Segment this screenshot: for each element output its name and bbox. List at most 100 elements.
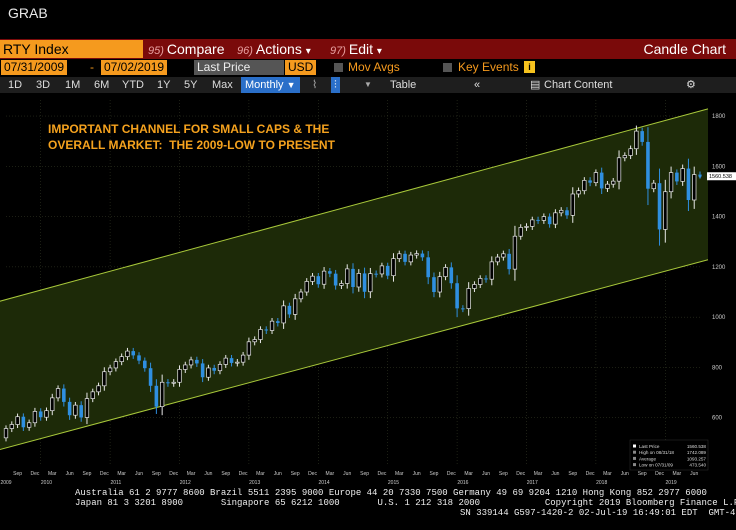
legend-swatch — [633, 463, 636, 467]
chart-content-button[interactable]: Chart Content — [544, 79, 613, 91]
legend-swatch — [633, 456, 636, 460]
period-1m[interactable]: 1M — [65, 79, 81, 91]
key-events-label: Key Events — [458, 60, 519, 74]
legend-value: 1093.257 — [687, 456, 707, 461]
candle-body — [478, 278, 483, 285]
candle-body — [640, 131, 644, 142]
candle-body — [455, 283, 459, 309]
frequency-caret-icon: ▼ — [286, 80, 296, 90]
actions-menu[interactable]: 96) Actions ▾ — [237, 40, 311, 58]
mov-avgs-checkbox[interactable] — [334, 63, 343, 72]
candle-body — [501, 253, 506, 258]
candle-body — [512, 235, 518, 270]
x-tick-label: Jun — [66, 471, 74, 477]
candle-body — [518, 227, 523, 237]
candle-body — [166, 382, 170, 384]
candle-body — [634, 130, 639, 150]
x-tick-label: Jun — [204, 471, 212, 477]
actions-label: Actions — [255, 41, 302, 57]
legend-label: High on 08/31/18 — [639, 450, 674, 455]
key-events-checkbox[interactable] — [443, 63, 452, 72]
candle-body — [50, 397, 55, 412]
x-tick-label: Sep — [499, 471, 508, 477]
candle-body — [310, 275, 315, 282]
candle-body — [553, 212, 558, 225]
currency-select[interactable]: USD — [285, 60, 317, 75]
candle-body — [212, 367, 216, 371]
candle-body — [628, 148, 633, 156]
candle-body — [576, 190, 581, 195]
x-tick-label: Mar — [673, 471, 682, 477]
candle-body — [530, 219, 535, 227]
ticker-field[interactable]: RTY Index — [0, 40, 143, 58]
candle-body — [680, 168, 685, 182]
frequency-select[interactable]: Monthly ▼ — [241, 77, 300, 93]
candle-chart-icon[interactable]: ⫶ — [331, 77, 340, 93]
period-6m[interactable]: 6M — [94, 79, 110, 91]
candle-body — [368, 273, 373, 293]
candle-body — [379, 265, 385, 275]
x-tick-label: Dec — [169, 471, 178, 477]
legend-swatch — [633, 444, 636, 448]
candle-body — [113, 361, 119, 369]
candle-body — [466, 288, 471, 309]
period-5y[interactable]: 5Y — [184, 79, 198, 91]
price-field-select[interactable]: Last Price — [194, 60, 284, 75]
period-1y[interactable]: 1Y — [157, 79, 171, 91]
candle-body — [107, 367, 113, 373]
end-date-field[interactable]: 07/02/2019 — [101, 60, 168, 75]
channel-lower-line — [0, 259, 709, 451]
candle-body — [217, 364, 223, 372]
candle-body — [489, 261, 494, 280]
period-max[interactable]: Max — [212, 79, 233, 91]
candle-body — [21, 416, 26, 428]
line-chart-icon[interactable]: ⌇ — [312, 79, 318, 91]
candle-body — [183, 364, 188, 370]
x-year-label: 2017 — [527, 480, 538, 486]
candle-body — [160, 381, 165, 408]
candle-body — [79, 405, 83, 418]
chart-style-caret-icon[interactable]: ▼ — [364, 80, 372, 89]
x-axis: Sep Dec Mar Jun Sep Dec Mar Jun Sep Dec Mar Jun Sep D… — [0, 471, 698, 486]
candle-body — [3, 428, 9, 439]
x-tick-label: Dec — [586, 471, 595, 477]
candle-body — [67, 401, 72, 416]
candle-body — [281, 305, 286, 324]
candle-body — [177, 369, 182, 383]
candle-body — [362, 273, 367, 292]
candle-body — [391, 258, 396, 277]
candle-body — [605, 183, 610, 189]
legend-value: 1560.538 — [687, 444, 707, 449]
x-tick-label: Dec — [447, 471, 456, 477]
candle-body — [125, 350, 130, 357]
settings-gear-icon[interactable]: ⚙ — [686, 79, 696, 91]
candle-body — [507, 253, 511, 270]
compare-menu[interactable]: 95) Compare — [148, 40, 225, 58]
x-tick-label: Sep — [13, 471, 22, 477]
candle-body — [675, 172, 679, 182]
period-3d[interactable]: 3D — [36, 79, 51, 91]
table-button[interactable]: Table — [390, 79, 417, 91]
x-tick-label: Dec — [655, 471, 664, 477]
x-tick-label: Mar — [326, 471, 335, 477]
period-1d[interactable]: 1D — [8, 79, 23, 91]
candle-body — [692, 174, 697, 201]
period-ytd[interactable]: YTD — [122, 79, 144, 91]
range-bar — [0, 60, 736, 76]
start-date-field[interactable]: 07/31/2009 — [1, 60, 68, 75]
info-icon[interactable]: i — [524, 61, 535, 73]
candle-body — [143, 360, 147, 369]
edit-menu[interactable]: 97) Edit ▾ — [330, 40, 382, 58]
legend-label: Low on 07/31/09 — [639, 463, 673, 468]
candle-body — [264, 329, 269, 331]
candle-body — [356, 273, 361, 288]
candle-body — [461, 308, 465, 310]
candle-body — [252, 339, 257, 343]
candle-body — [646, 141, 650, 189]
candle-body — [616, 157, 622, 182]
candle-body — [333, 273, 338, 286]
candle-body — [657, 183, 662, 230]
collapse-left-icon[interactable]: « — [474, 79, 481, 91]
candle-body — [374, 273, 378, 275]
